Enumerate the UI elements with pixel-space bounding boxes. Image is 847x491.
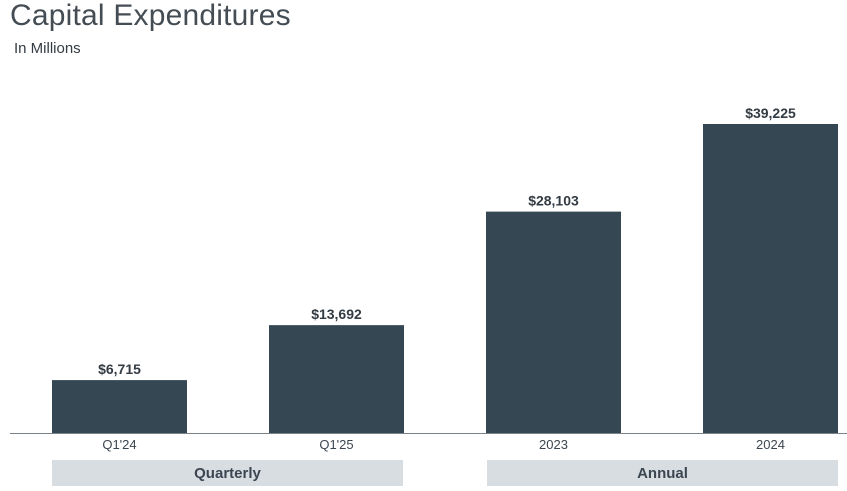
data-label-1: $13,692 <box>311 306 362 322</box>
x-tick-label-0: Q1'24 <box>102 437 136 452</box>
bar-2 <box>486 211 621 433</box>
x-tick-label-1: Q1'25 <box>319 437 353 452</box>
group-label-quarterly: Quarterly <box>52 460 403 486</box>
bar-1 <box>269 325 404 433</box>
bar-3 <box>703 124 838 433</box>
x-tick-label-2: 2023 <box>539 437 568 452</box>
data-label-2: $28,103 <box>528 193 579 209</box>
group-label-annual: Annual <box>487 460 838 486</box>
data-label-3: $39,225 <box>745 105 796 121</box>
data-label-0: $6,715 <box>98 361 141 377</box>
chart-subtitle: In Millions <box>14 40 81 57</box>
x-tick-label-3: 2024 <box>756 437 785 452</box>
bar-0 <box>52 380 187 433</box>
chart-title: Capital Expenditures <box>10 0 291 32</box>
